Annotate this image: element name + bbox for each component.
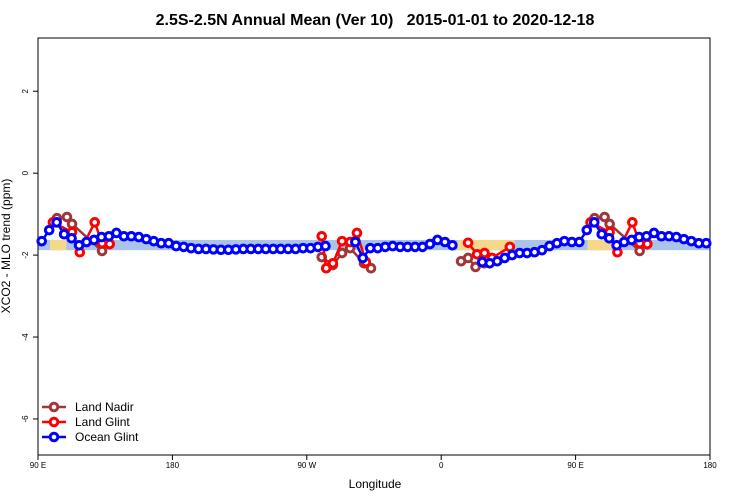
point	[447, 239, 458, 251]
legend-label: Land Nadir	[75, 400, 134, 414]
legend-marker	[48, 416, 60, 428]
y-tick-label: -6	[21, 415, 30, 423]
point	[51, 217, 62, 228]
point	[596, 228, 608, 240]
point	[336, 235, 348, 247]
point	[320, 240, 331, 252]
point	[357, 252, 369, 264]
point	[89, 217, 101, 228]
point	[61, 211, 73, 223]
point	[66, 218, 78, 230]
point	[424, 238, 436, 250]
point	[627, 217, 638, 228]
point	[351, 227, 363, 239]
point	[574, 236, 585, 248]
land-band	[49, 239, 67, 251]
point	[700, 237, 712, 249]
legend-label: Land Glint	[75, 415, 130, 429]
x-tick-label: 0	[439, 461, 444, 470]
point	[536, 244, 548, 256]
point	[316, 230, 328, 242]
y-tick-label: -2	[21, 251, 30, 259]
legend-marker	[48, 401, 60, 413]
point	[504, 241, 516, 253]
x-axis-label: Longitude	[349, 477, 402, 491]
y-tick-label: 2	[21, 88, 30, 93]
point	[462, 252, 474, 264]
point	[58, 228, 70, 240]
land-band	[457, 239, 515, 251]
point	[462, 237, 474, 249]
y-tick-label: 0	[21, 170, 30, 175]
point	[599, 211, 610, 223]
legend-marker	[48, 431, 60, 443]
x-tick-label: 90 W	[297, 461, 316, 470]
x-tick-label: 180	[166, 461, 180, 470]
legend-label: Ocean Glint	[75, 430, 139, 444]
point	[588, 217, 600, 228]
point	[43, 224, 55, 236]
point	[470, 261, 481, 273]
x-tick-label: 180	[703, 461, 717, 470]
y-tick-label: -4	[21, 333, 30, 341]
x-tick-label: 90 E	[30, 461, 46, 470]
x-tick-label: 90 E	[567, 461, 583, 470]
point	[603, 233, 615, 244]
point	[365, 262, 377, 274]
point	[350, 236, 361, 248]
point	[66, 233, 77, 244]
y-axis-label: XCO2 - MLO trend (ppm)	[0, 179, 13, 314]
chart-title: 2.5S-2.5N Annual Mean (Ver 10) 2015-01-0…	[156, 12, 595, 29]
point	[36, 235, 48, 247]
point	[604, 218, 615, 230]
land-band	[587, 239, 612, 251]
point	[327, 257, 339, 269]
point	[479, 247, 490, 259]
point	[320, 262, 332, 274]
point	[581, 224, 593, 236]
